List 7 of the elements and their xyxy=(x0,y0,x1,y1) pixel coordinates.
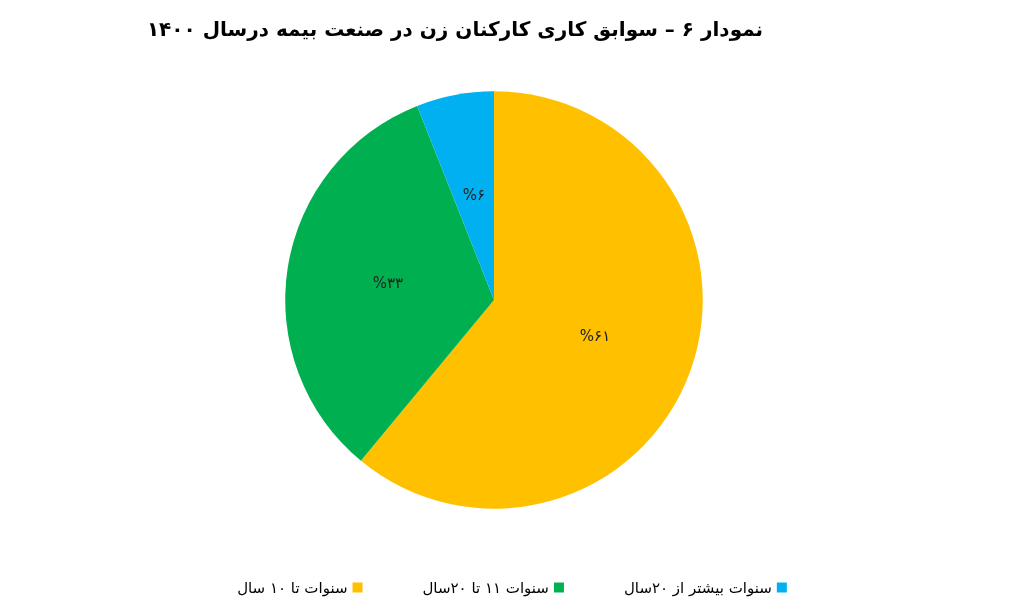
legend-label: سنوات ۱۱ تا ۲۰سال xyxy=(422,578,549,597)
legend-label: سنوات تا ۱۰ سال xyxy=(237,578,348,597)
data-label: %۶۱ xyxy=(579,327,611,346)
data-label: %۶ xyxy=(462,185,486,204)
legend-label: سنوات بیشتر از ۲۰سال xyxy=(623,578,772,597)
chart-title: نمودار ۶ – سوابق کاری کارکنان زن در صنعت بیمه درسال ۱۴۰۰ xyxy=(146,17,764,41)
data-label: %۳۳ xyxy=(372,274,404,293)
